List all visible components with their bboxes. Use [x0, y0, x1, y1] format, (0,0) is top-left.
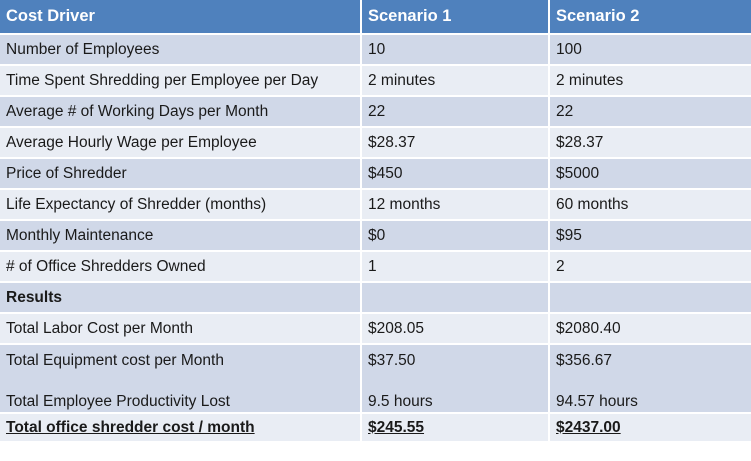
cost-driver-cell: # of Office Shredders Owned: [0, 252, 362, 283]
total-row: Total office shredder cost / month $245.…: [0, 414, 751, 441]
scenario-1-cell: 1: [362, 252, 550, 283]
table-row-merged: Total Equipment cost per Month Total Emp…: [0, 345, 751, 414]
cost-driver-cell: Average Hourly Wage per Employee: [0, 128, 362, 159]
empty-cell: [550, 283, 751, 314]
total-label-cell: Total office shredder cost / month: [0, 414, 362, 441]
scenario-2-cell: 2 minutes: [550, 66, 751, 97]
table-row: Life Expectancy of Shredder (months) 12 …: [0, 190, 751, 221]
table-row: Time Spent Shredding per Employee per Da…: [0, 66, 751, 97]
total-scenario-1-cell: $245.55: [362, 414, 550, 441]
result-label: Total Employee Productivity Lost: [6, 393, 230, 410]
scenario-2-result-cell: $356.67 94.57 hours: [550, 345, 751, 414]
scenario-1-result-cell: $37.50 9.5 hours: [362, 345, 550, 414]
header-cost-driver: Cost Driver: [0, 0, 362, 35]
table-row: Total Labor Cost per Month $208.05 $2080…: [0, 314, 751, 345]
scenario-2-cell: 22: [550, 97, 751, 128]
scenario-2-cell: $5000: [550, 159, 751, 190]
results-section-row: Results: [0, 283, 751, 314]
table-row: Average Hourly Wage per Employee $28.37 …: [0, 128, 751, 159]
table-row: Monthly Maintenance $0 $95: [0, 221, 751, 252]
header-row: Cost Driver Scenario 1 Scenario 2: [0, 0, 751, 35]
result-value: $37.50: [368, 352, 416, 369]
result-value: $356.67: [556, 352, 613, 369]
cost-driver-cell: Price of Shredder: [0, 159, 362, 190]
scenario-2-result-cell: $2080.40: [550, 314, 751, 345]
scenario-2-cell: $95: [550, 221, 751, 252]
header-scenario-1: Scenario 1: [362, 0, 550, 35]
result-label-cell: Total Equipment cost per Month Total Emp…: [0, 345, 362, 414]
scenario-1-cell: 22: [362, 97, 550, 128]
header-scenario-2: Scenario 2: [550, 0, 751, 35]
scenario-1-cell: 12 months: [362, 190, 550, 221]
scenario-1-cell: $28.37: [362, 128, 550, 159]
scenario-2-cell: $28.37: [550, 128, 751, 159]
results-section-label: Results: [0, 283, 362, 314]
scenario-1-cell: $450: [362, 159, 550, 190]
table-row: Average # of Working Days per Month 22 2…: [0, 97, 751, 128]
scenario-1-cell: 10: [362, 35, 550, 66]
scenario-1-cell: 2 minutes: [362, 66, 550, 97]
cost-comparison-table: Cost Driver Scenario 1 Scenario 2 Number…: [0, 0, 751, 441]
table-row: Price of Shredder $450 $5000: [0, 159, 751, 190]
result-label-cell: Total Labor Cost per Month: [0, 314, 362, 345]
cost-driver-cell: Time Spent Shredding per Employee per Da…: [0, 66, 362, 97]
cost-driver-cell: Monthly Maintenance: [0, 221, 362, 252]
table-row: Number of Employees 10 100: [0, 35, 751, 66]
cost-driver-cell: Life Expectancy of Shredder (months): [0, 190, 362, 221]
empty-cell: [362, 283, 550, 314]
scenario-2-cell: 100: [550, 35, 751, 66]
scenario-1-cell: $0: [362, 221, 550, 252]
cost-driver-cell: Number of Employees: [0, 35, 362, 66]
cost-driver-cell: Average # of Working Days per Month: [0, 97, 362, 128]
table-row: # of Office Shredders Owned 1 2: [0, 252, 751, 283]
result-label: Total Equipment cost per Month: [6, 352, 224, 369]
result-value: 9.5 hours: [368, 393, 433, 410]
scenario-2-cell: 60 months: [550, 190, 751, 221]
result-value: 94.57 hours: [556, 393, 638, 410]
total-scenario-2-cell: $2437.00: [550, 414, 751, 441]
scenario-2-cell: 2: [550, 252, 751, 283]
scenario-1-result-cell: $208.05: [362, 314, 550, 345]
